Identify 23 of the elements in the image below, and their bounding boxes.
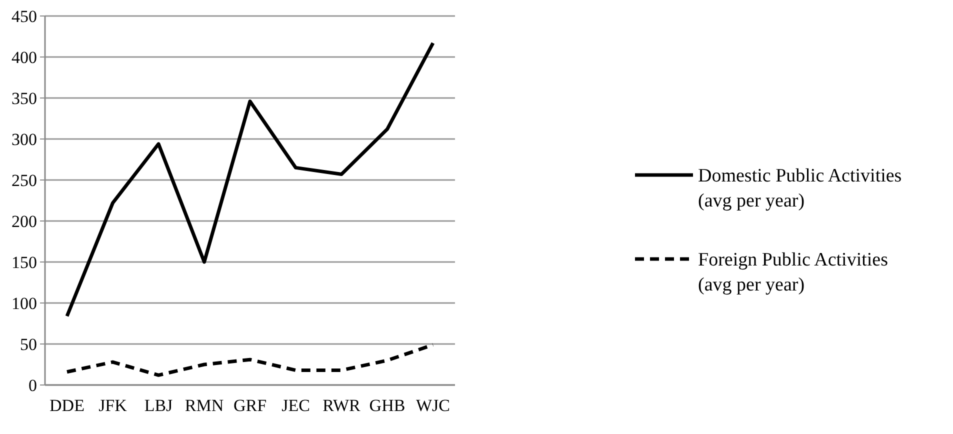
y-tick-label: 450 [12, 6, 37, 26]
y-tick-label: 350 [12, 88, 37, 108]
x-tick-label: RWR [322, 396, 362, 415]
y-tick-label: 100 [12, 294, 37, 313]
x-tick-label: WJC [416, 396, 450, 415]
y-tick-label: 300 [12, 130, 37, 149]
y-tick-label: 0 [28, 376, 37, 395]
x-tick-label: GRF [233, 396, 267, 415]
y-tick-label: 250 [12, 170, 37, 190]
x-tick-label: LBJ [144, 396, 174, 415]
y-tick-label: 400 [12, 48, 37, 67]
x-tick-label: GHB [369, 396, 406, 415]
y-tick-label: 50 [20, 334, 37, 354]
x-tick-label: JFK [98, 396, 128, 415]
line-series [65, 41, 435, 318]
legend-label: Foreign Public Activities (avg per year) [698, 250, 888, 296]
y-tick-label: 150 [12, 252, 37, 272]
x-tick-label: RMN [184, 396, 224, 415]
legend-label: Domestic Public Activities (avg per year) [698, 166, 902, 212]
line-series [65, 343, 435, 377]
y-tick-label: 200 [12, 212, 37, 231]
x-tick-label: DDE [50, 396, 84, 415]
x-tick-label: JEC [282, 396, 310, 415]
